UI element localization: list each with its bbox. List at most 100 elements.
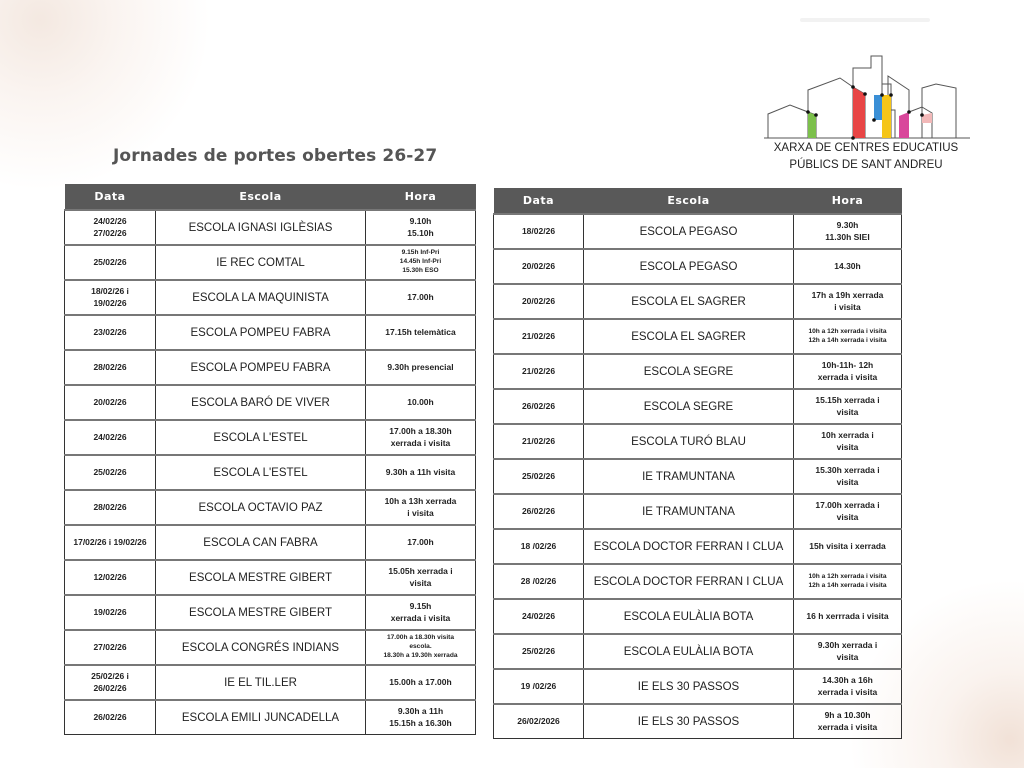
date-cell: 25/02/26	[493, 633, 584, 670]
logo-buildings-icon	[764, 55, 970, 140]
date-cell: 24/02/26	[493, 598, 584, 635]
table-row: 26/02/2026 IE ELS 30 PASSOS 9h a 10.30h xe…	[493, 703, 902, 739]
date-cell: 28/02/26	[64, 349, 156, 386]
time-cell: 15.05h xerrada i visita	[365, 559, 476, 596]
time-cell: 15h visita i xerrada	[793, 528, 902, 565]
time-cell: 17.00h	[365, 279, 476, 316]
date-cell: 19 /02/26	[493, 668, 584, 705]
date-cell: 24/02/26 27/02/26	[64, 209, 156, 246]
school-cell: ESCOLA POMPEU FABRA	[155, 314, 366, 351]
column-header-data: Data	[64, 184, 156, 210]
school-cell: ESCOLA IGNASI IGLÈSIAS	[155, 209, 366, 246]
date-cell: 26/02/2026	[493, 703, 584, 739]
schedule-table-right: Data Escola Hora 18/02/26 ESCOLA PEGASO 9.…	[493, 188, 902, 739]
date-cell: 12/02/26	[64, 559, 156, 596]
school-cell: IE REC COMTAL	[155, 244, 366, 281]
time-cell: 17.00h a 18.30h xerrada i visita	[365, 419, 476, 456]
time-cell: 9.30h presencial	[365, 349, 476, 386]
time-cell: 17.00h xerrada i visita	[793, 493, 902, 530]
table-row: 25/02/26 i 26/02/26 IE EL TIL.LER 15.00h a…	[64, 664, 476, 701]
table-row: 19/02/26 ESCOLA MESTRE GIBERT 9.15h xerrad…	[64, 594, 476, 631]
date-cell: 28/02/26	[64, 489, 156, 526]
table-row: 24/02/26 27/02/26 ESCOLA IGNASI IGLÈSIAS 9…	[64, 209, 476, 246]
time-cell: 9.30h a 11h visita	[365, 454, 476, 491]
school-cell: ESCOLA MESTRE GIBERT	[155, 559, 366, 596]
time-cell: 10h a 12h xerrada i visita 12h a 14h xer…	[793, 318, 902, 355]
school-cell: ESCOLA EULÀLIA BOTA	[583, 633, 794, 670]
date-cell: 17/02/26 i 19/02/26	[64, 524, 156, 561]
school-cell: ESCOLA PEGASO	[583, 213, 794, 250]
table-row: 28 /02/26 ESCOLA DOCTOR FERRAN I CLUA 10h …	[493, 563, 902, 600]
school-cell: IE ELS 30 PASSOS	[583, 703, 794, 739]
date-cell: 19/02/26	[64, 594, 156, 631]
table-row: 20/02/26 ESCOLA BARÓ DE VIVER 10.00h	[64, 384, 476, 421]
time-cell: 9h a 10.30h xerrada i visita	[793, 703, 902, 739]
table-row: 20/02/26 ESCOLA PEGASO 14.30h	[493, 248, 902, 285]
table-row: 23/02/26 ESCOLA POMPEU FABRA 17.15h telemà…	[64, 314, 476, 351]
time-cell: 9.30h xerrada i visita	[793, 633, 902, 670]
table-row: 19 /02/26 IE ELS 30 PASSOS 14.30h a 16h xe…	[493, 668, 902, 705]
time-cell: 10.00h	[365, 384, 476, 421]
logo-text: XARXA DE CENTRES EDUCATIUS PÚBLICS DE SA…	[764, 140, 968, 174]
school-cell: ESCOLA EMILI JUNCADELLA	[155, 699, 366, 735]
school-cell: ESCOLA DOCTOR FERRAN I CLUA	[583, 528, 794, 565]
school-cell: ESCOLA L'ESTEL	[155, 454, 366, 491]
school-cell: ESCOLA MESTRE GIBERT	[155, 594, 366, 631]
date-cell: 25/02/26	[493, 458, 584, 495]
school-cell: ESCOLA DOCTOR FERRAN I CLUA	[583, 563, 794, 600]
time-cell: 14.30h a 16h xerrada i visita	[793, 668, 902, 705]
table-row: 25/02/26 ESCOLA EULÀLIA BOTA 9.30h xerrada…	[493, 633, 902, 670]
time-cell: 17h a 19h xerrada i visita	[793, 283, 902, 320]
table-row: 25/02/26 IE TRAMUNTANA 15.30h xerrada i vi…	[493, 458, 902, 495]
column-header-escola: Escola	[583, 188, 794, 214]
table-row: 18 /02/26 ESCOLA DOCTOR FERRAN I CLUA 15h …	[493, 528, 902, 565]
date-cell: 25/02/26	[64, 454, 156, 491]
school-cell: ESCOLA L'ESTEL	[155, 419, 366, 456]
table-row: 27/02/26 ESCOLA CONGRÉS INDIANS 17.00h a 1…	[64, 629, 476, 666]
time-cell: 10h a 12h xerrada i visita 12h a 14h xer…	[793, 563, 902, 600]
time-cell: 9.30h a 11h 15.15h a 16.30h	[365, 699, 476, 735]
time-cell: 10h a 13h xerrada i visita	[365, 489, 476, 526]
table-row: 18/02/26 ESCOLA PEGASO 9.30h 11.30h SIEI	[493, 213, 902, 250]
table-row: 28/02/26 ESCOLA OCTAVIO PAZ 10h a 13h xerr…	[64, 489, 476, 526]
school-cell: ESCOLA TURÓ BLAU	[583, 423, 794, 460]
time-cell: 15.15h xerrada i visita	[793, 388, 902, 425]
school-cell: ESCOLA EULÀLIA BOTA	[583, 598, 794, 635]
date-cell: 26/02/26	[493, 388, 584, 425]
date-cell: 21/02/26	[493, 423, 584, 460]
logo-line-1: XARXA DE CENTRES EDUCATIUS	[773, 142, 959, 154]
page-title: Jornades de portes obertes 26-27	[113, 146, 438, 166]
date-cell: 25/02/26 i 26/02/26	[64, 664, 156, 701]
time-cell: 9.15h xerrada i visita	[365, 594, 476, 631]
background-decoration	[0, 0, 160, 160]
column-header-hora: Hora	[793, 188, 902, 214]
school-cell: IE ELS 30 PASSOS	[583, 668, 794, 705]
table-row: 26/02/26 ESCOLA EMILI JUNCADELLA 9.30h a 1…	[64, 699, 476, 735]
schedule-table-left: Data Escola Hora 24/02/26 27/02/26 ESCOLA…	[64, 184, 476, 735]
table-row: 26/02/26 ESCOLA SEGRE 15.15h xerrada i vis…	[493, 388, 902, 425]
date-cell: 18/02/26	[493, 213, 584, 250]
table-row: 24/02/26 ESCOLA EULÀLIA BOTA 16 h xerrrada…	[493, 598, 902, 635]
table-row: 21/02/26 ESCOLA TURÓ BLAU 10h xerrada i vi…	[493, 423, 902, 460]
school-cell: ESCOLA EL SAGRER	[583, 318, 794, 355]
school-cell: ESCOLA POMPEU FABRA	[155, 349, 366, 386]
time-cell: 10h xerrada i visita	[793, 423, 902, 460]
date-cell: 21/02/26	[493, 353, 584, 390]
time-cell: 9.10h 15.10h	[365, 209, 476, 246]
table-header: Data Escola Hora	[493, 188, 902, 214]
table-row: 21/02/26 ESCOLA SEGRE 10h-11h- 12h xerrada…	[493, 353, 902, 390]
time-cell: 15.00h a 17.00h	[365, 664, 476, 701]
school-cell: ESCOLA PEGASO	[583, 248, 794, 285]
school-cell: ESCOLA OCTAVIO PAZ	[155, 489, 366, 526]
time-cell: 9.15h Inf-Pri 14.45h Inf-Pri 15.30h ESO	[365, 244, 476, 281]
school-cell: IE TRAMUNTANA	[583, 493, 794, 530]
date-cell: 28 /02/26	[493, 563, 584, 600]
date-cell: 20/02/26	[493, 283, 584, 320]
decorative-bar	[800, 18, 930, 22]
date-cell: 18 /02/26	[493, 528, 584, 565]
time-cell: 10h-11h- 12h xerrada i visita	[793, 353, 902, 390]
school-cell: IE TRAMUNTANA	[583, 458, 794, 495]
column-header-hora: Hora	[365, 184, 476, 210]
table-row: 28/02/26 ESCOLA POMPEU FABRA 9.30h presenc…	[64, 349, 476, 386]
logo-line-2: PÚBLICS DE SANT ANDREU	[789, 159, 943, 171]
